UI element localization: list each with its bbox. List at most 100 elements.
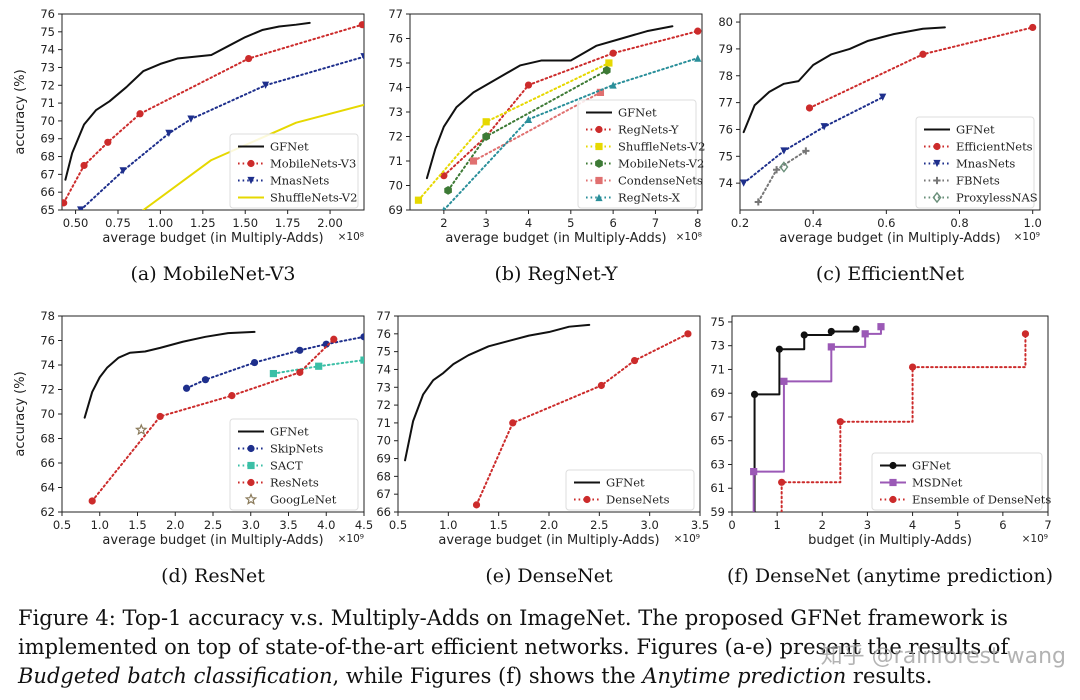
series-gfnet-point — [852, 325, 860, 333]
x-axis-label: average budget (in Multiply-Adds) — [438, 533, 659, 548]
series-mnasnets-point — [165, 129, 173, 137]
caption-emphasis-budgeted: Budgeted batch classification — [18, 664, 333, 688]
y-tick-label: 77 — [718, 96, 733, 110]
x-tick-label: 2 — [440, 216, 447, 230]
x-tick-label: 4.0 — [317, 518, 335, 532]
x-tick-label: 2.0 — [166, 518, 184, 532]
series-fbnets-line — [757, 149, 807, 203]
series-regnets-y-point — [609, 49, 617, 57]
series-proxylessnas-point — [779, 161, 789, 173]
series-regnets-x-point — [694, 54, 702, 62]
series-msdnet-line — [752, 325, 882, 512]
series-gfnet-line — [83, 330, 256, 419]
x-tick-label: 1.0 — [1024, 216, 1042, 230]
y-tick-label: 78 — [40, 309, 55, 323]
x-tick-label: 3.5 — [279, 518, 297, 532]
series-mobilenets-v2-point — [602, 65, 611, 75]
legend-box — [229, 133, 359, 209]
x-tick-label: 1.25 — [190, 216, 216, 230]
series-ensemble-of-densenets-point — [778, 478, 786, 486]
y-tick-label: 62 — [40, 505, 55, 519]
series-mobilenets-v2-point — [444, 186, 452, 195]
axes-frame — [731, 315, 1049, 513]
x-axis-label: average budget (in Multiply-Adds) — [779, 231, 1000, 246]
legend-box — [229, 418, 359, 511]
legend-label: MSDNet — [912, 476, 963, 490]
y-tick-label: 73 — [388, 105, 403, 119]
series-msdnet-point — [861, 330, 869, 338]
series-regnets-x-point — [609, 81, 617, 89]
x-tick-label: 1.5 — [128, 518, 146, 532]
x-tick-label: 4 — [909, 518, 916, 532]
series-skipnets-point — [322, 340, 330, 348]
chart-d: 0.5 1.0 1.5 2.0 2.5 3.0 3.5 4.0 4.5 62 64 66 68 70 72 7… — [13, 309, 373, 587]
y-tick-label: 72 — [388, 130, 403, 144]
x-tick-label: 1.50 — [232, 216, 258, 230]
y-tick-label: 76 — [40, 334, 55, 348]
y-tick-label: 74 — [40, 43, 55, 57]
legend-marker — [889, 461, 897, 470]
series-efficientnets-point — [1029, 23, 1037, 32]
series-mnasnets-point — [261, 81, 270, 89]
legend-marker — [247, 444, 255, 453]
legend-marker — [583, 495, 591, 504]
legend-marker — [247, 478, 255, 487]
series-skipnets-point — [250, 358, 259, 367]
series-mnasnets-point — [77, 206, 85, 210]
series-mobilenets-v2-point — [482, 132, 490, 141]
y-tick-label: 74 — [40, 358, 55, 372]
x-tick-label: 0.5 — [53, 518, 71, 532]
series-resnets-point — [330, 335, 338, 343]
legend-label: SkipNets — [270, 442, 323, 456]
series-shufflenets-v2-point — [482, 118, 490, 126]
x-exponent: ×10⁹ — [674, 533, 700, 545]
series-gfnet-point — [775, 345, 784, 353]
legend-label: ShuffleNets-V2 — [618, 140, 705, 154]
y-tick-label: 74 — [376, 362, 391, 376]
series-condensenets-point — [596, 88, 605, 96]
x-tick-label: 2 — [819, 518, 826, 532]
x-axis-label: average budget (in Multiply-Adds) — [102, 533, 323, 548]
legend-marker — [889, 478, 897, 487]
series-gfnet-point — [750, 390, 759, 398]
axes-frame — [739, 13, 1041, 211]
x-tick-label: 5 — [954, 518, 961, 532]
legend-label: MobileNets-V2 — [618, 157, 704, 171]
x-tick-label: 1.75 — [275, 216, 301, 230]
legend-marker — [244, 492, 258, 505]
plot-area — [83, 330, 364, 505]
subplot-title: (a) MobileNet-V3 — [131, 263, 296, 285]
caption-text-3: results. — [846, 664, 933, 688]
y-tick-label: 68 — [40, 150, 55, 164]
y-tick-label: 66 — [376, 505, 391, 519]
y-tick-label: 72 — [40, 78, 55, 92]
legend-label: GFNet — [618, 106, 657, 120]
legend-label: CondenseNets — [618, 174, 703, 188]
y-tick-label: 78 — [718, 69, 733, 83]
legend-box — [577, 99, 697, 209]
series-mnasnets-point — [187, 115, 195, 123]
y-tick-label: 75 — [710, 315, 725, 329]
subplot-title: (e) DenseNet — [485, 565, 613, 587]
series-mnasnets-point — [740, 179, 748, 187]
y-tick-label: 72 — [376, 398, 391, 412]
series-resnets-point — [228, 392, 236, 400]
legend-box — [871, 452, 1043, 511]
y-tick-label: 66 — [40, 456, 55, 470]
y-tick-label: 75 — [388, 56, 403, 70]
chart-a: 0.50 0.75 1.00 1.25 1.50 1.75 2.00 65 66 67 68 69 70… — [13, 7, 365, 285]
series-mobilenets-v3-point — [136, 110, 144, 118]
series-ensemble-of-densenets-point — [1021, 330, 1030, 338]
series-mnasnets-point — [780, 147, 788, 155]
series-densenets-point — [509, 419, 517, 427]
series-sact-point — [315, 362, 323, 370]
figure: 0.50 0.75 1.00 1.25 1.50 1.75 2.00656667686970… — [13, 7, 1053, 587]
series-fbnets-point — [802, 147, 810, 155]
series-skipnets-point — [360, 333, 364, 341]
x-tick-label: 4 — [525, 216, 532, 230]
legend: GFNet SkipNets SACT ResNets GoogLeNet — [229, 418, 359, 511]
series-mnasnets-point — [879, 93, 887, 101]
series-ensemble-of-densenets-point — [836, 418, 844, 426]
plot-area — [750, 323, 1030, 512]
